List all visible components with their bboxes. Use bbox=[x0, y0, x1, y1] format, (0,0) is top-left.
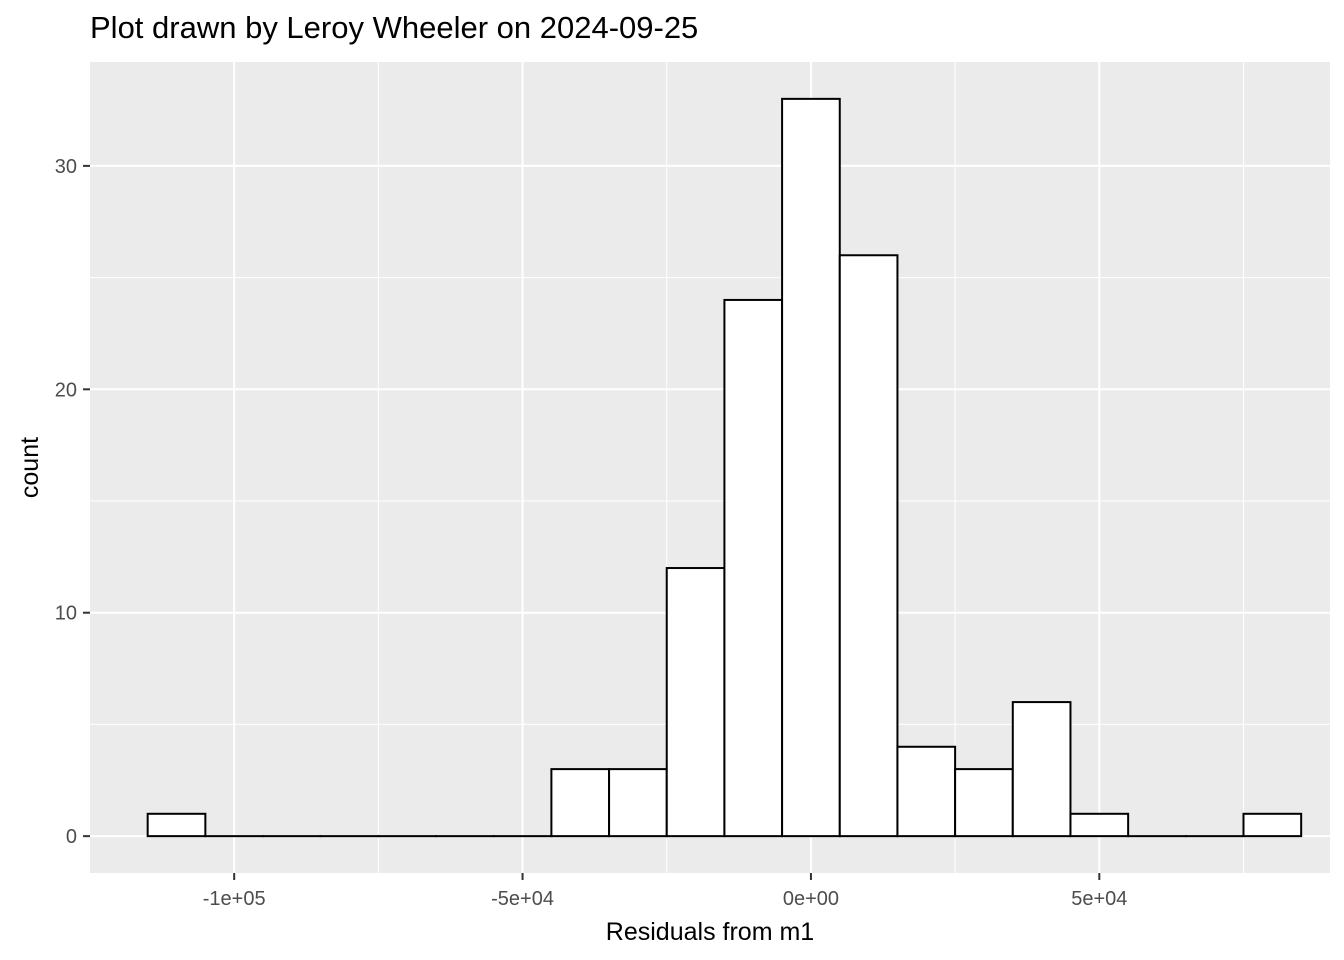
x-axis: -1e+05 -5e+04 0e+00 5e+04 bbox=[203, 873, 1127, 910]
x-tick-label: 0e+00 bbox=[783, 888, 839, 910]
histogram-bar bbox=[838, 254, 899, 838]
histogram-bar bbox=[896, 745, 957, 838]
histogram-bar bbox=[723, 298, 784, 838]
histogram-bar bbox=[1011, 701, 1072, 838]
histogram-bar bbox=[954, 768, 1014, 838]
histogram-bar bbox=[665, 567, 726, 838]
histogram-bar bbox=[1242, 812, 1303, 838]
y-axis-title: count bbox=[16, 437, 44, 498]
y-tick-label: 10 bbox=[55, 603, 77, 625]
x-axis-title: Residuals from m1 bbox=[606, 918, 814, 946]
y-axis: 0 10 20 30 bbox=[55, 156, 90, 848]
minor-gridlines bbox=[90, 62, 1330, 873]
histogram-bar bbox=[550, 768, 611, 838]
histogram-bar bbox=[608, 768, 668, 838]
y-tick-label: 20 bbox=[55, 379, 77, 401]
y-tick-label: 0 bbox=[66, 826, 77, 848]
y-tick-label: 30 bbox=[55, 156, 77, 178]
histogram-bar bbox=[146, 812, 207, 838]
chart-title: Plot drawn by Leroy Wheeler on 2024-09-2… bbox=[90, 10, 699, 45]
histogram-bar bbox=[781, 97, 841, 838]
x-tick-label: -1e+05 bbox=[203, 888, 266, 910]
x-tick-label: -5e+04 bbox=[491, 888, 554, 910]
x-tick-label: 5e+04 bbox=[1071, 888, 1127, 910]
histogram-bar bbox=[1069, 812, 1130, 838]
histogram-bars bbox=[146, 97, 1303, 838]
